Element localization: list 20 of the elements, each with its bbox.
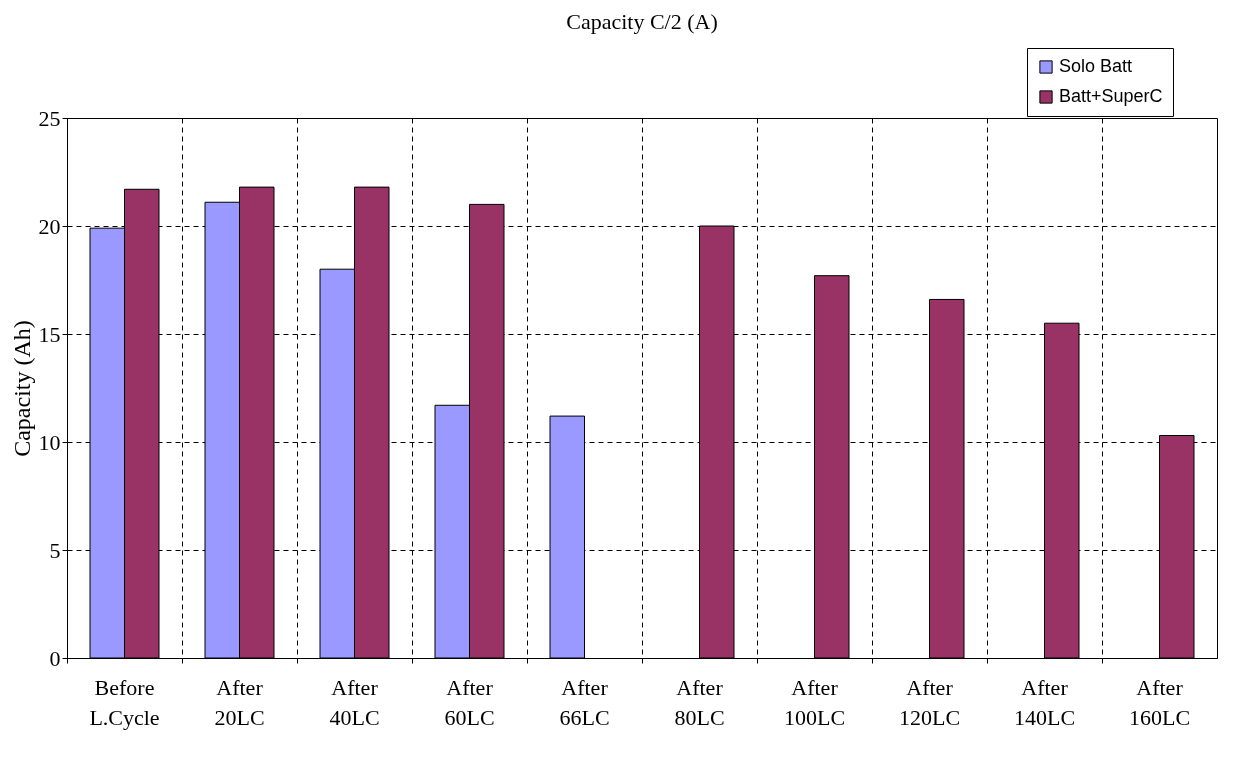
y-tick-label: 5 — [49, 537, 61, 563]
x-tick-label: After 80LC — [674, 674, 725, 730]
legend-label: Solo Batt — [1059, 56, 1133, 76]
y-tick-label: 25 — [38, 105, 61, 131]
x-tick-label: After 120LC — [898, 674, 961, 730]
y-tick-label: 20 — [38, 213, 61, 239]
x-tick-label: After 20LC — [214, 674, 265, 730]
x-tick-label: After 140LC — [1013, 674, 1076, 730]
y-tick-label: 0 — [49, 645, 61, 671]
y-tick-label: 15 — [38, 321, 61, 347]
x-tick-label: Before L.Cycle — [89, 674, 160, 730]
x-tick-label: After 160LC — [1128, 674, 1191, 730]
x-tick-label: After 60LC — [444, 674, 495, 730]
y-axis-title: Capacity (Ah) — [8, 320, 35, 457]
chart-title: Capacity C/2 (A) — [566, 8, 718, 34]
x-tick-label: After 40LC — [329, 674, 380, 730]
y-tick-label: 10 — [38, 429, 61, 455]
legend-label: Batt+SuperC — [1059, 86, 1163, 106]
x-tick-label: After 66LC — [559, 674, 610, 730]
x-tick-label: After 100LC — [783, 674, 846, 730]
